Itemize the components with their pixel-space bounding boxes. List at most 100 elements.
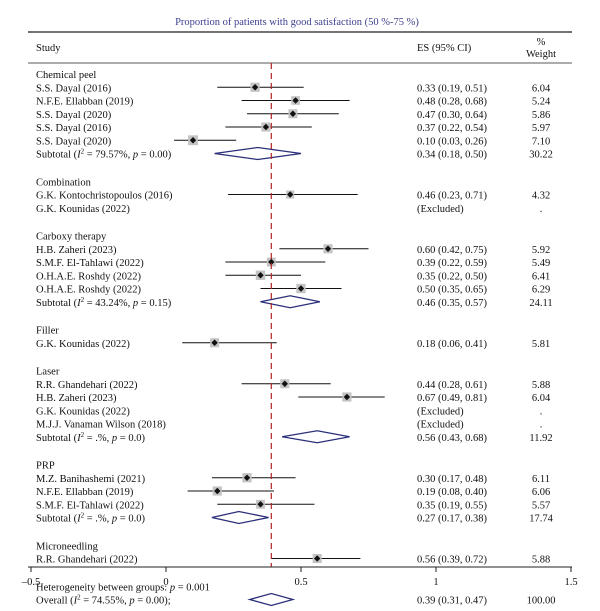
weight-text: 6.29	[532, 285, 550, 296]
es-text: 0.35 (0.19, 0.55)	[417, 500, 487, 511]
study-label: O.H.A.E. Roshdy (2022)	[36, 271, 141, 282]
weight-text: 4.32	[532, 191, 550, 202]
group-label: Laser	[36, 367, 60, 378]
point-estimate	[287, 191, 294, 198]
point-estimate	[262, 123, 270, 131]
group-label: Microneedling	[36, 541, 99, 552]
header-es: ES (95% CI)	[417, 43, 472, 54]
study-label: G.K. Kounidas (2022)	[36, 406, 130, 417]
subtotal-label: Subtotal (I2 = 43.24%, p = 0.15)	[36, 296, 172, 309]
point-estimate	[297, 285, 305, 292]
es-text: 0.67 (0.49, 0.81)	[417, 393, 487, 404]
es-text: 0.46 (0.23, 0.71)	[417, 191, 487, 202]
study-label: S.S. Dayal (2016)	[36, 83, 112, 94]
es-text: (Excluded)	[417, 204, 464, 215]
es-text: 0.44 (0.28, 0.61)	[417, 380, 487, 391]
point-estimate	[243, 474, 251, 481]
study-label: N.F.E. Ellabban (2019)	[36, 487, 134, 498]
es-text: 0.34 (0.18, 0.50)	[417, 150, 487, 161]
es-text: 0.48 (0.28, 0.68)	[417, 97, 487, 108]
weight-text: 5.24	[532, 97, 551, 108]
point-estimate	[257, 272, 264, 279]
group-label: Carboxy therapy	[36, 232, 107, 243]
es-text: 0.39 (0.31, 0.47)	[417, 596, 487, 607]
weight-text: .	[540, 420, 543, 431]
subtotal-diamond	[211, 510, 269, 525]
es-text: 0.27 (0.17, 0.38)	[417, 514, 487, 525]
subtotal-diamond	[214, 146, 302, 161]
subtotal-diamond	[281, 430, 350, 444]
study-label: S.M.F. El-Tahlawi (2022)	[36, 258, 144, 269]
point-estimate	[257, 501, 264, 508]
point-estimate	[324, 245, 332, 252]
header-weight-symbol: %	[537, 37, 546, 48]
weight-text: 24.11	[529, 298, 552, 309]
overall-label: Overall (I2 = 74.55%, p = 0.00);	[36, 594, 171, 607]
study-label: H.B. Zaheri (2023)	[36, 245, 117, 256]
weight-text: 5.49	[532, 258, 550, 269]
weight-text: 5.97	[532, 123, 550, 134]
group-label: Combination	[36, 177, 92, 188]
weight-text: .	[540, 406, 543, 417]
study-label: O.H.A.E. Roshdy (2022)	[36, 285, 141, 296]
point-estimate	[214, 487, 221, 495]
es-text: 0.18 (0.06, 0.41)	[417, 339, 487, 350]
point-estimate	[189, 137, 197, 144]
weight-text: 5.88	[532, 380, 550, 391]
study-label: G.K. Kounidas (2022)	[36, 204, 130, 215]
es-text: 0.56 (0.39, 0.72)	[417, 555, 487, 566]
study-label: R.R. Ghandehari (2022)	[36, 380, 138, 391]
weight-text: 30.22	[529, 150, 553, 161]
es-text: 0.30 (0.17, 0.48)	[417, 474, 487, 485]
es-text: 0.19 (0.08, 0.40)	[417, 487, 487, 498]
es-text: 0.60 (0.42, 0.75)	[417, 245, 487, 256]
header-weight-label: Weight	[526, 49, 556, 60]
weight-text: 17.74	[529, 514, 553, 525]
es-text: 0.39 (0.22, 0.59)	[417, 258, 487, 269]
weight-text: 6.06	[532, 487, 550, 498]
subtotal-label: Subtotal (I2 = 79.57%, p = 0.00)	[36, 148, 172, 161]
es-text: 0.56 (0.43, 0.68)	[417, 433, 487, 444]
weight-text: 11.92	[529, 433, 552, 444]
study-label: S.M.F. El-Tahlawi (2022)	[36, 500, 144, 511]
weight-text: 5.86	[532, 110, 550, 121]
es-text: 0.10 (0.03, 0.26)	[417, 136, 487, 147]
study-label: M.J.J. Vanaman Wilson (2018)	[36, 420, 166, 431]
weight-text: 5.81	[532, 339, 550, 350]
weight-text: 5.57	[532, 500, 550, 511]
es-text: 0.37 (0.22, 0.54)	[417, 123, 487, 134]
heterogeneity-text: Heterogeneity between groups: p = 0.001	[36, 582, 210, 593]
group-label: PRP	[36, 461, 55, 472]
weight-text: 7.10	[532, 136, 550, 147]
es-text: (Excluded)	[417, 420, 464, 431]
study-label: S.S. Dayal (2020)	[36, 110, 112, 121]
es-text: 0.35 (0.22, 0.50)	[417, 271, 487, 282]
point-estimate	[251, 84, 259, 91]
subtotal-label: Subtotal (I2 = .%, p = 0.0)	[36, 512, 145, 525]
es-text: 0.46 (0.35, 0.57)	[417, 298, 487, 309]
plot-layer: Chemical peel S.S. Dayal (2016) 0.33 (0.19…	[36, 63, 555, 607]
study-label: N.F.E. Ellabban (2019)	[36, 97, 134, 108]
es-text: (Excluded)	[417, 406, 464, 417]
study-label: G.K. Kontochristopoulos (2016)	[36, 191, 173, 202]
x-tick-label: –0.5	[21, 577, 40, 588]
point-estimate	[314, 555, 321, 562]
study-label: R.R. Ghandehari (2022)	[36, 555, 138, 566]
study-label: G.K. Kounidas (2022)	[36, 339, 130, 350]
study-label: M.Z. Banihashemi (2021)	[36, 474, 146, 485]
weight-text: 100.00	[527, 596, 556, 607]
point-estimate	[343, 393, 351, 401]
chart-title: Proportion of patients with good satisfa…	[175, 17, 419, 28]
header-study: Study	[36, 43, 61, 54]
overall-diamond	[247, 592, 296, 607]
weight-text: 6.04	[532, 83, 551, 94]
weight-text: .	[540, 204, 543, 215]
es-text: 0.33 (0.19, 0.51)	[417, 83, 487, 94]
x-axis: –0.5 0 0.5 1 1.5	[21, 567, 578, 588]
group-label: Chemical peel	[36, 70, 96, 81]
es-text: 0.50 (0.35, 0.65)	[417, 285, 487, 296]
weight-text: 5.88	[532, 555, 550, 566]
es-text: 0.47 (0.30, 0.64)	[417, 110, 487, 121]
point-estimate	[211, 339, 218, 346]
